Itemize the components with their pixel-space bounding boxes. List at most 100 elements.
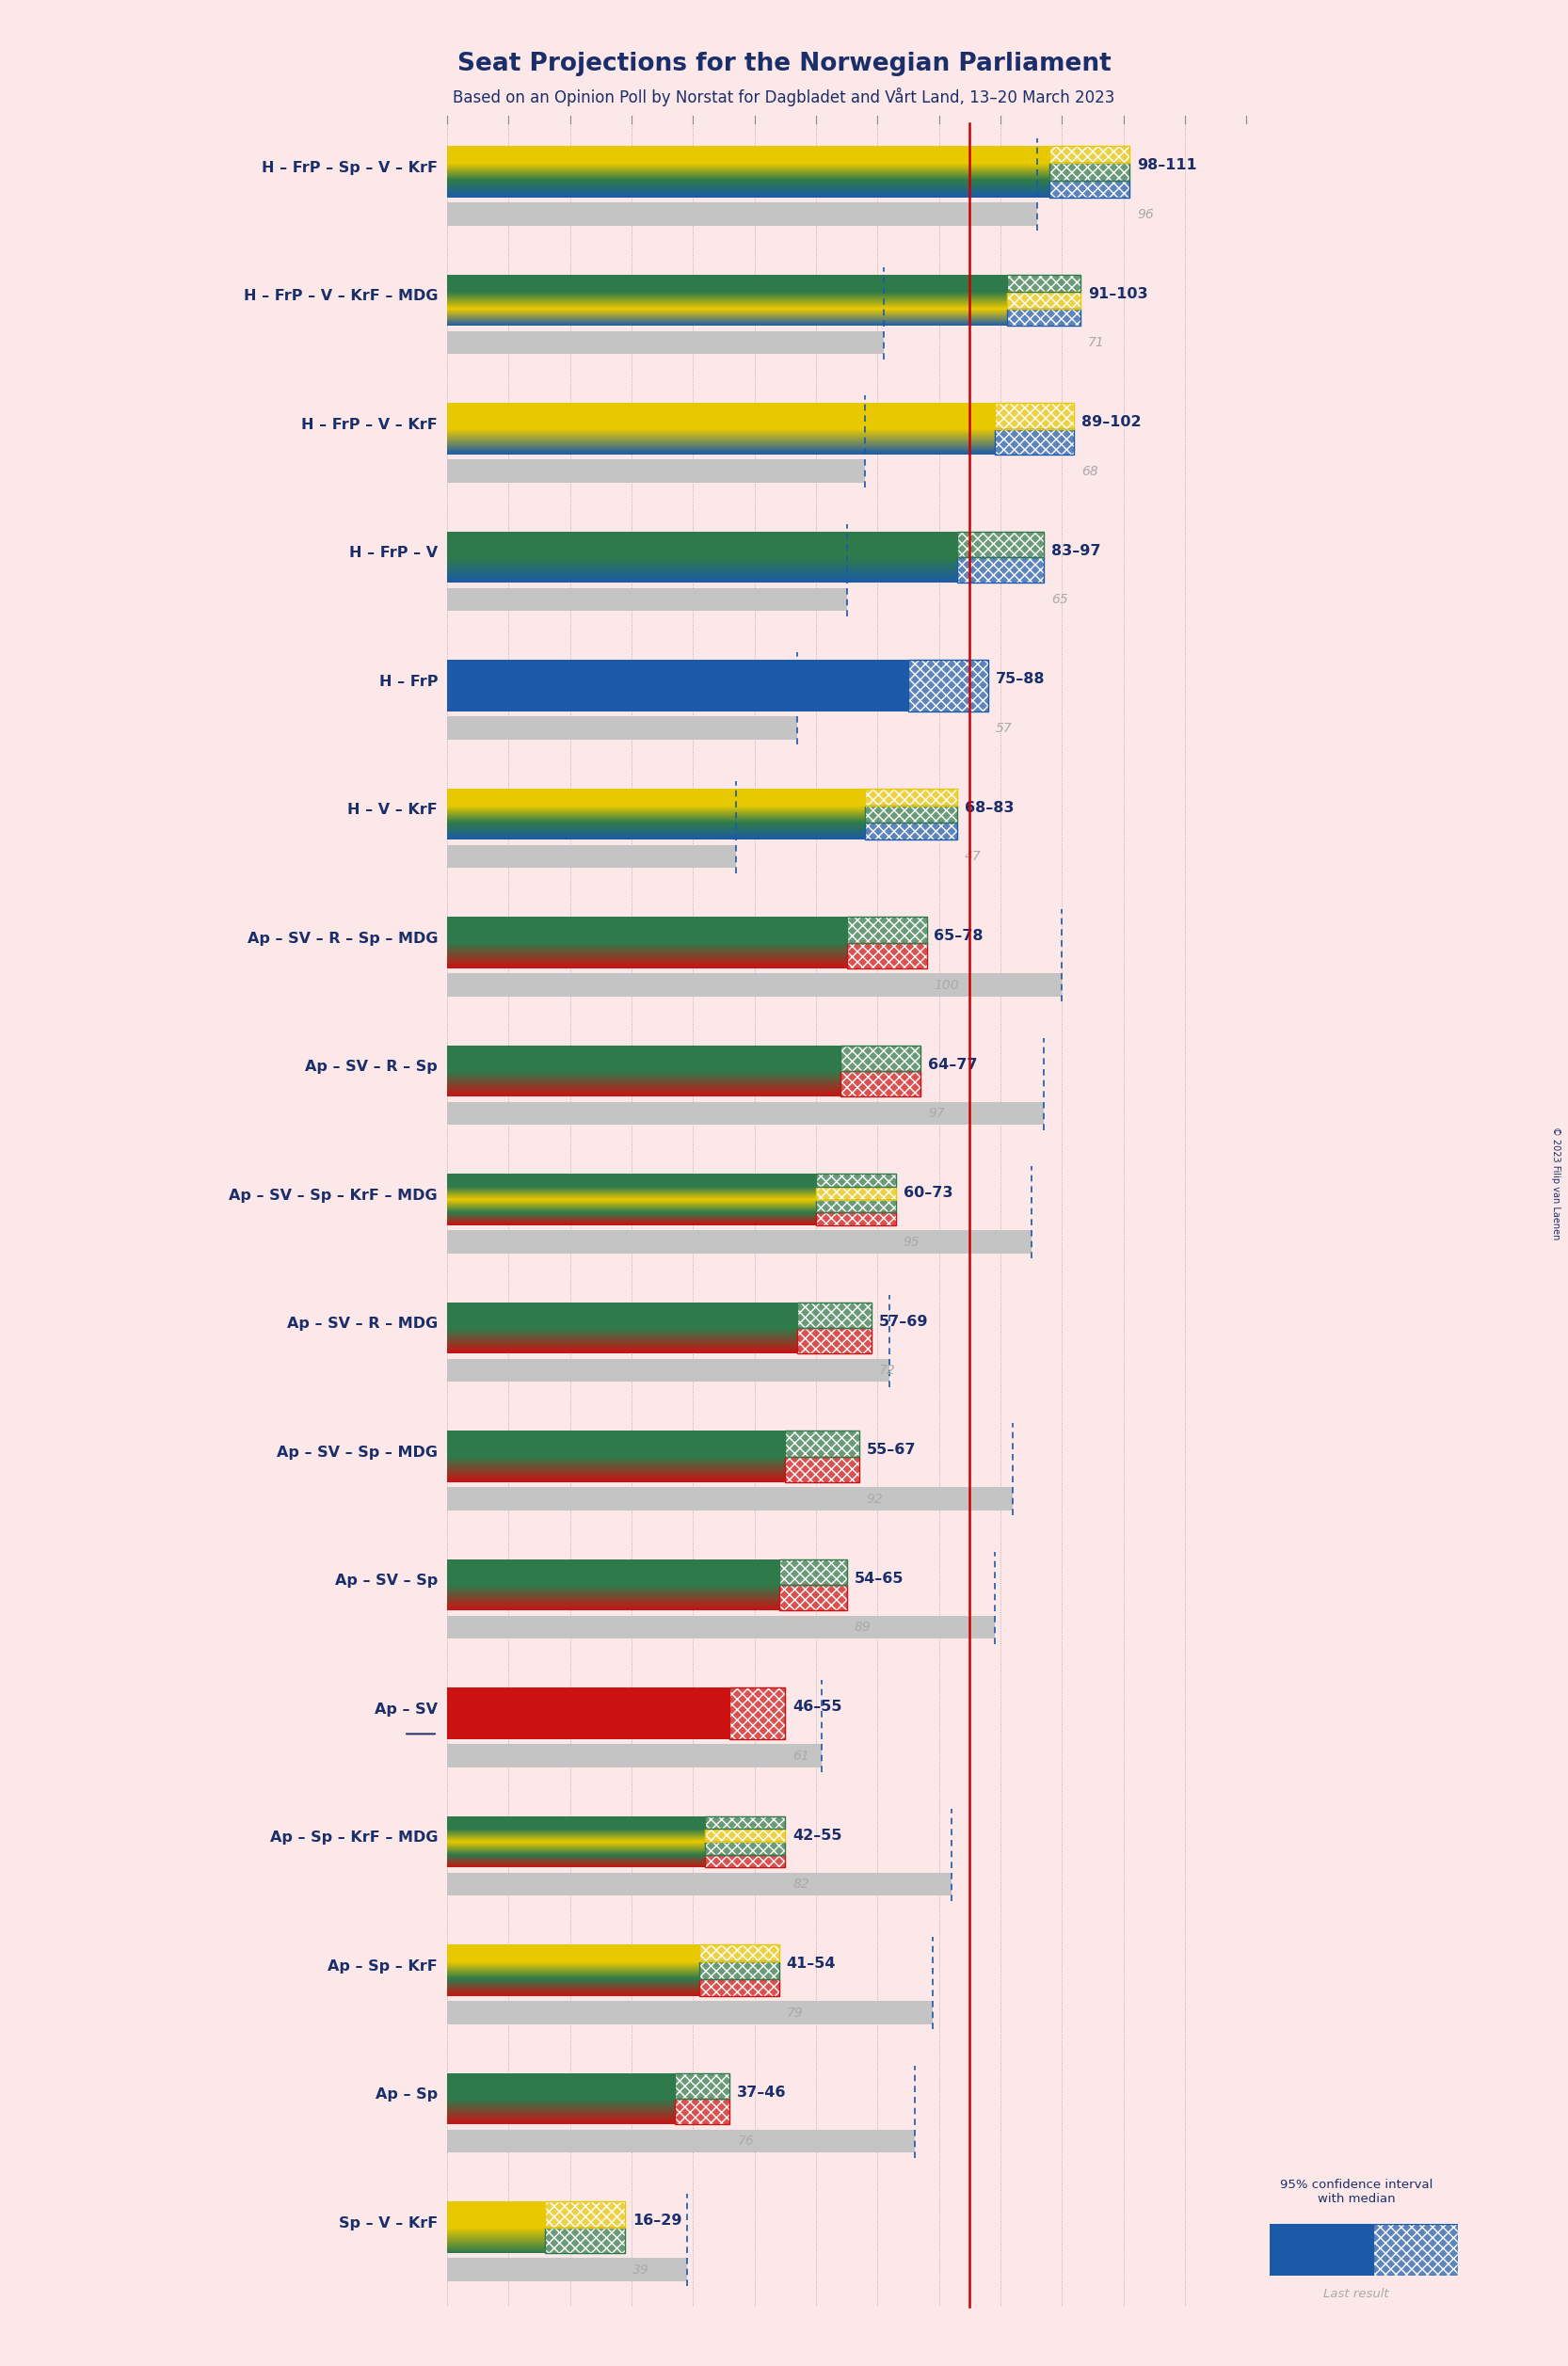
Bar [815, 1188, 895, 1200]
Bar [994, 402, 1074, 428]
Bar [786, 1431, 859, 1457]
Bar [1270, 2224, 1374, 2276]
Text: 79: 79 [787, 2006, 803, 2018]
Bar [1007, 274, 1080, 291]
Text: 37–46: 37–46 [737, 2084, 787, 2099]
Text: Ap – SV – R – MDG: Ap – SV – R – MDG [287, 1318, 437, 1332]
Bar [815, 1211, 895, 1226]
Text: Ap – Sp – KrF – MDG: Ap – Sp – KrF – MDG [270, 1831, 437, 1845]
Bar [447, 1431, 786, 1457]
Bar [815, 1200, 895, 1211]
Bar [447, 274, 1007, 291]
Bar [994, 428, 1074, 454]
Bar [699, 1961, 779, 1978]
Bar [815, 1188, 895, 1200]
Bar [866, 804, 958, 823]
Text: 60–73: 60–73 [903, 1185, 953, 1200]
Bar [840, 1072, 920, 1098]
Bar [958, 558, 1044, 582]
Bar [798, 1301, 872, 1327]
Text: 71: 71 [1088, 336, 1104, 350]
Bar [798, 1301, 872, 1327]
Text: 95: 95 [903, 1235, 920, 1249]
Bar [994, 428, 1074, 454]
Bar [706, 1817, 786, 1829]
Text: 98–111: 98–111 [1137, 159, 1196, 173]
Text: H – FrP – Sp – V – KrF: H – FrP – Sp – V – KrF [262, 161, 437, 175]
Bar [1049, 180, 1129, 196]
Bar [1049, 180, 1129, 196]
Bar [1049, 163, 1129, 180]
Bar [866, 788, 958, 804]
Bar [447, 402, 994, 428]
Bar [1374, 2224, 1458, 2276]
Text: 65–78: 65–78 [935, 930, 983, 944]
Bar [447, 1103, 1044, 1124]
Bar [699, 1961, 779, 1978]
Text: 61: 61 [792, 1748, 809, 1763]
Bar [706, 1829, 786, 1841]
Bar [447, 589, 847, 610]
Bar [447, 2257, 687, 2281]
Bar [779, 1559, 847, 1585]
Bar [674, 2099, 729, 2125]
Text: Ap – SV: Ap – SV [375, 1704, 437, 1718]
Text: 54–65: 54–65 [855, 1571, 903, 1585]
Text: 83–97: 83–97 [1051, 544, 1101, 558]
Text: H – V – KrF: H – V – KrF [348, 802, 437, 816]
Text: 97: 97 [928, 1107, 944, 1119]
Bar [1007, 291, 1080, 310]
Bar [447, 1301, 798, 1327]
Bar [706, 1855, 786, 1867]
Bar [699, 1978, 779, 1997]
Bar [1374, 2224, 1458, 2276]
Bar [447, 147, 1049, 163]
Bar [447, 1174, 815, 1188]
Bar [847, 942, 927, 968]
Text: 92: 92 [867, 1493, 883, 1505]
Bar [447, 972, 1062, 996]
Text: 68–83: 68–83 [964, 800, 1014, 814]
Bar [866, 788, 958, 804]
Text: 68: 68 [1082, 464, 1099, 478]
Bar [447, 1046, 840, 1072]
Bar [958, 532, 1044, 558]
Bar [847, 918, 927, 942]
Bar [546, 2200, 626, 2226]
Bar [815, 1200, 895, 1211]
Text: 41–54: 41–54 [787, 1957, 836, 1971]
Bar [1049, 163, 1129, 180]
Bar [674, 2073, 729, 2099]
Bar [546, 2226, 626, 2252]
Bar [798, 1327, 872, 1353]
Text: 16–29: 16–29 [632, 2215, 682, 2229]
Bar [447, 1744, 822, 1767]
Bar [798, 1301, 872, 1327]
Bar [994, 402, 1074, 428]
Bar [546, 2200, 626, 2226]
Bar [840, 1072, 920, 1098]
Text: Last result: Last result [1323, 2288, 1389, 2300]
Bar [706, 1829, 786, 1841]
Bar [815, 1211, 895, 1226]
Bar [1049, 147, 1129, 163]
Bar [447, 1945, 699, 1961]
Bar [447, 845, 735, 868]
Text: Ap – SV – R – Sp: Ap – SV – R – Sp [306, 1060, 437, 1074]
Bar [546, 2200, 626, 2226]
Text: © 2023 Filip van Laenen: © 2023 Filip van Laenen [1551, 1126, 1560, 1240]
Bar [779, 1585, 847, 1611]
Bar [706, 1841, 786, 1855]
Bar [815, 1211, 895, 1226]
Text: H – FrP – V – KrF – MDG: H – FrP – V – KrF – MDG [243, 289, 437, 303]
Text: Ap – SV – R – Sp – MDG: Ap – SV – R – Sp – MDG [248, 932, 437, 946]
Bar [706, 1855, 786, 1867]
Bar [840, 1046, 920, 1072]
Bar [786, 1431, 859, 1457]
Bar [1007, 310, 1080, 327]
Bar [779, 1585, 847, 1611]
Bar [447, 459, 866, 483]
Bar [779, 1559, 847, 1585]
Bar [674, 2099, 729, 2125]
Text: 96: 96 [1137, 208, 1154, 220]
